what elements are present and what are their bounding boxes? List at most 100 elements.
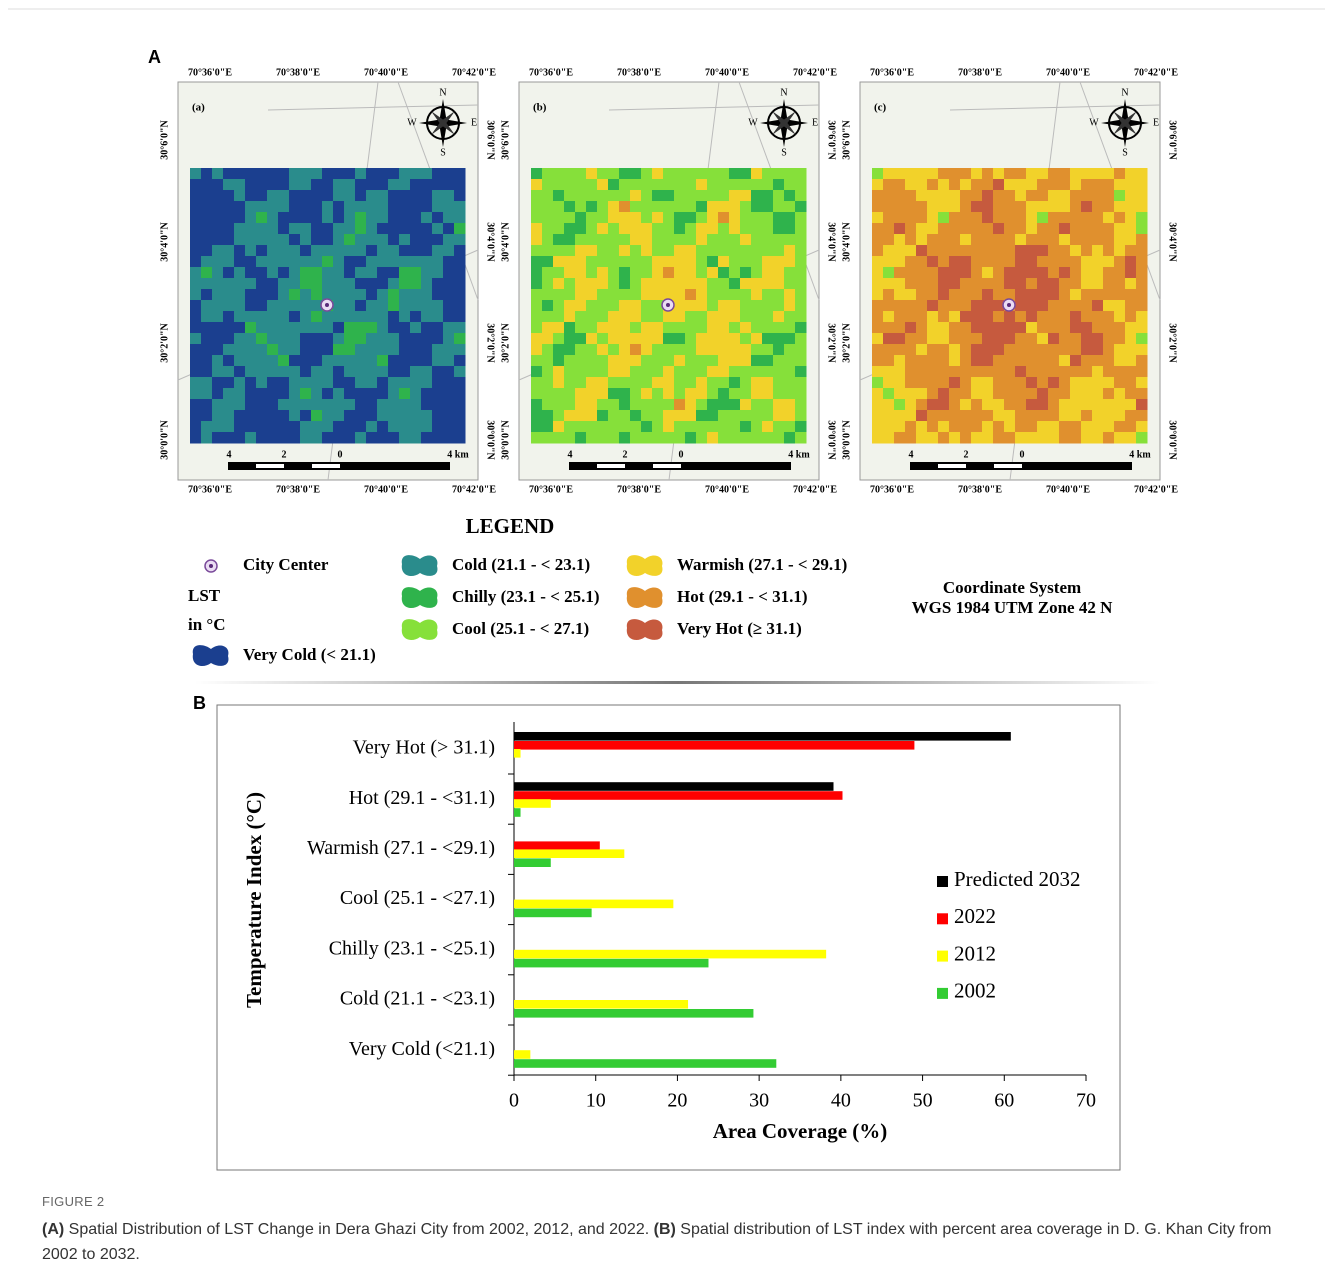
map-cell (454, 366, 466, 378)
map-cell (927, 410, 939, 422)
map-cell (245, 267, 257, 279)
map-cell (278, 201, 290, 213)
map-cell (531, 377, 543, 389)
map-cell (597, 256, 609, 268)
map-cell (454, 212, 466, 224)
map-cell (575, 377, 587, 389)
map-cell (938, 333, 950, 345)
map-cell (377, 223, 389, 235)
map-cell (1114, 179, 1126, 191)
scale-label: 0 (679, 449, 684, 460)
map-cell (1103, 311, 1115, 323)
map-cell (641, 234, 653, 246)
map-cell (1037, 355, 1049, 367)
map-cell (443, 256, 455, 268)
map-cell (432, 278, 444, 290)
map-cell (399, 366, 411, 378)
map-cell (190, 256, 202, 268)
map-cell (553, 190, 565, 202)
map-cell (718, 311, 730, 323)
map-cell (1037, 245, 1049, 257)
map-cell (289, 212, 301, 224)
map-cell (1081, 267, 1093, 279)
map-cell (619, 388, 631, 400)
map-cell (201, 311, 213, 323)
compass-letter: S (1122, 147, 1128, 158)
map-cell (531, 201, 543, 213)
map-cell (190, 322, 202, 334)
map-cell (278, 333, 290, 345)
map-cell (531, 399, 543, 411)
map-cell (949, 311, 961, 323)
map-cell (267, 366, 279, 378)
map-cell (443, 223, 455, 235)
map-cell (564, 421, 576, 433)
map-cell (718, 278, 730, 290)
map-cell (641, 179, 653, 191)
legend-label: Predicted 2032 (954, 867, 1081, 891)
map-cell (333, 300, 345, 312)
bar (514, 959, 708, 968)
map-cell (256, 289, 268, 301)
map-cell (1136, 322, 1148, 334)
map-cell (1092, 333, 1104, 345)
map-cell (960, 388, 972, 400)
map-cell (1103, 201, 1115, 213)
lat-label: 30°2'0"N (841, 322, 852, 362)
map-cell (993, 245, 1005, 257)
map-cell (597, 212, 609, 224)
lon-label: 70°42'0"E (452, 484, 496, 495)
map-cell (454, 190, 466, 202)
map-cell (1048, 256, 1060, 268)
map-cell (432, 168, 444, 180)
map-cell (256, 322, 268, 334)
map-cell (190, 267, 202, 279)
map-cell (740, 234, 752, 246)
map-cell (1136, 377, 1148, 389)
map-cell (245, 300, 257, 312)
map-cell (696, 190, 708, 202)
map-cell (894, 300, 906, 312)
map-cell (564, 388, 576, 400)
map-cell (1048, 366, 1060, 378)
map-cell (377, 190, 389, 202)
scale-bar (994, 464, 1022, 468)
map-cell (894, 179, 906, 191)
map-cell (905, 388, 917, 400)
map-cell (1015, 377, 1027, 389)
map-cell (619, 278, 631, 290)
map-cell (245, 421, 257, 433)
map-cell (399, 311, 411, 323)
map-cell (399, 168, 411, 180)
map-cell (366, 190, 378, 202)
lon-label: 70°40'0"E (705, 67, 749, 78)
map-cell (762, 355, 774, 367)
map-cell (399, 421, 411, 433)
lon-label: 70°42'0"E (793, 484, 837, 495)
map-cell (1114, 168, 1126, 180)
map-cell (1081, 168, 1093, 180)
map-cell (982, 201, 994, 213)
y-axis-title: Temperature Index (°C) (242, 792, 266, 1008)
lon-label: 70°40'0"E (364, 484, 408, 495)
map-cell (1026, 212, 1038, 224)
map-cell (344, 399, 356, 411)
map-cell (894, 377, 906, 389)
map-cell (1026, 432, 1038, 444)
map-cell (608, 234, 620, 246)
map-cell (916, 256, 928, 268)
x-tick-label: 50 (913, 1090, 933, 1112)
map-cell (421, 410, 433, 422)
scale-bar (653, 464, 681, 468)
map-cell (773, 278, 785, 290)
map-cell (399, 267, 411, 279)
map-cell (289, 377, 301, 389)
map-cell (795, 300, 807, 312)
map-cell (410, 355, 422, 367)
map-cell (1059, 278, 1071, 290)
map-cell (773, 201, 785, 213)
map-cell (432, 201, 444, 213)
map-cell (410, 179, 422, 191)
map-cell (355, 168, 367, 180)
map-cell (1081, 201, 1093, 213)
